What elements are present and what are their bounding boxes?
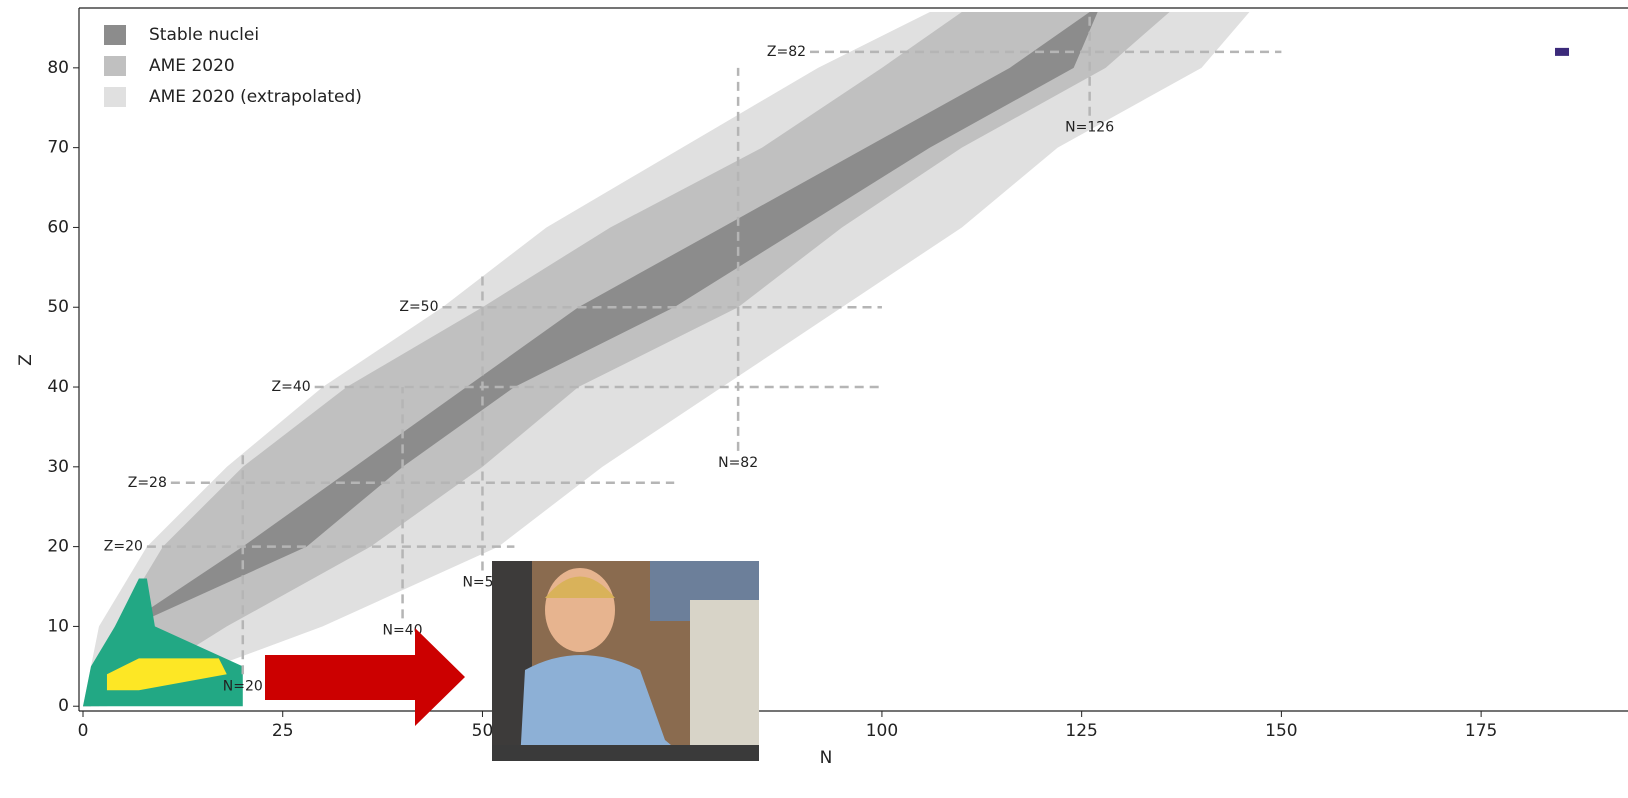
- magic-label: Z=82: [767, 44, 806, 60]
- image-shirt: [520, 655, 690, 761]
- legend-swatch: [104, 25, 126, 45]
- plot: Z=82Z=50Z=40Z=28Z=20N=126N=82N=50N=40N=2…: [47, 7, 1628, 741]
- y-tick-label: 20: [47, 537, 69, 557]
- legend-swatch: [104, 56, 126, 76]
- image-hair: [545, 576, 615, 598]
- magic-label: Z=28: [128, 475, 167, 491]
- x-tick-label: 50: [472, 721, 494, 741]
- nuclide-region: [82, 11, 1098, 707]
- point: [1555, 47, 1570, 56]
- magic-label: N=20: [223, 678, 263, 694]
- magic-label: N=126: [1065, 120, 1114, 136]
- arrow: [265, 628, 465, 726]
- magic-label: N=82: [718, 455, 758, 471]
- y-tick-label: 60: [47, 217, 69, 237]
- magic-label: Z=20: [104, 539, 143, 555]
- y-tick-label: 70: [47, 138, 69, 158]
- x-tick-label: 0: [78, 721, 89, 741]
- meme-image: [492, 561, 759, 761]
- x-tick-label: 150: [1265, 721, 1297, 741]
- y-tick-label: 50: [47, 297, 69, 317]
- x-tick-label: 125: [1065, 721, 1097, 741]
- y-tick-label: 10: [47, 616, 69, 636]
- y-tick-label: 0: [58, 696, 69, 716]
- magic-label: N=40: [383, 622, 423, 638]
- legend-label: Stable nuclei: [149, 25, 259, 45]
- x-tick-label: 25: [272, 721, 294, 741]
- magic-label: Z=40: [272, 379, 311, 395]
- x-tick-label: 175: [1465, 721, 1497, 741]
- y-tick-label: 40: [47, 377, 69, 397]
- x-tick-label: 100: [866, 721, 898, 741]
- image-monitor: [690, 600, 759, 750]
- magic-label: Z=50: [399, 299, 438, 315]
- y-axis-label: Z: [16, 354, 36, 366]
- y-tick-label: 80: [47, 58, 69, 78]
- image-desk: [492, 745, 759, 761]
- legend-swatch: [104, 87, 126, 107]
- legend-label: AME 2020: [149, 56, 235, 76]
- legend-label: AME 2020 (extrapolated): [149, 87, 362, 107]
- meme-arrow: [265, 628, 465, 726]
- x-axis-label: N: [820, 748, 833, 768]
- nuclide-region: [106, 658, 227, 691]
- y-tick-label: 30: [47, 457, 69, 477]
- nuclide-region: [82, 11, 1170, 707]
